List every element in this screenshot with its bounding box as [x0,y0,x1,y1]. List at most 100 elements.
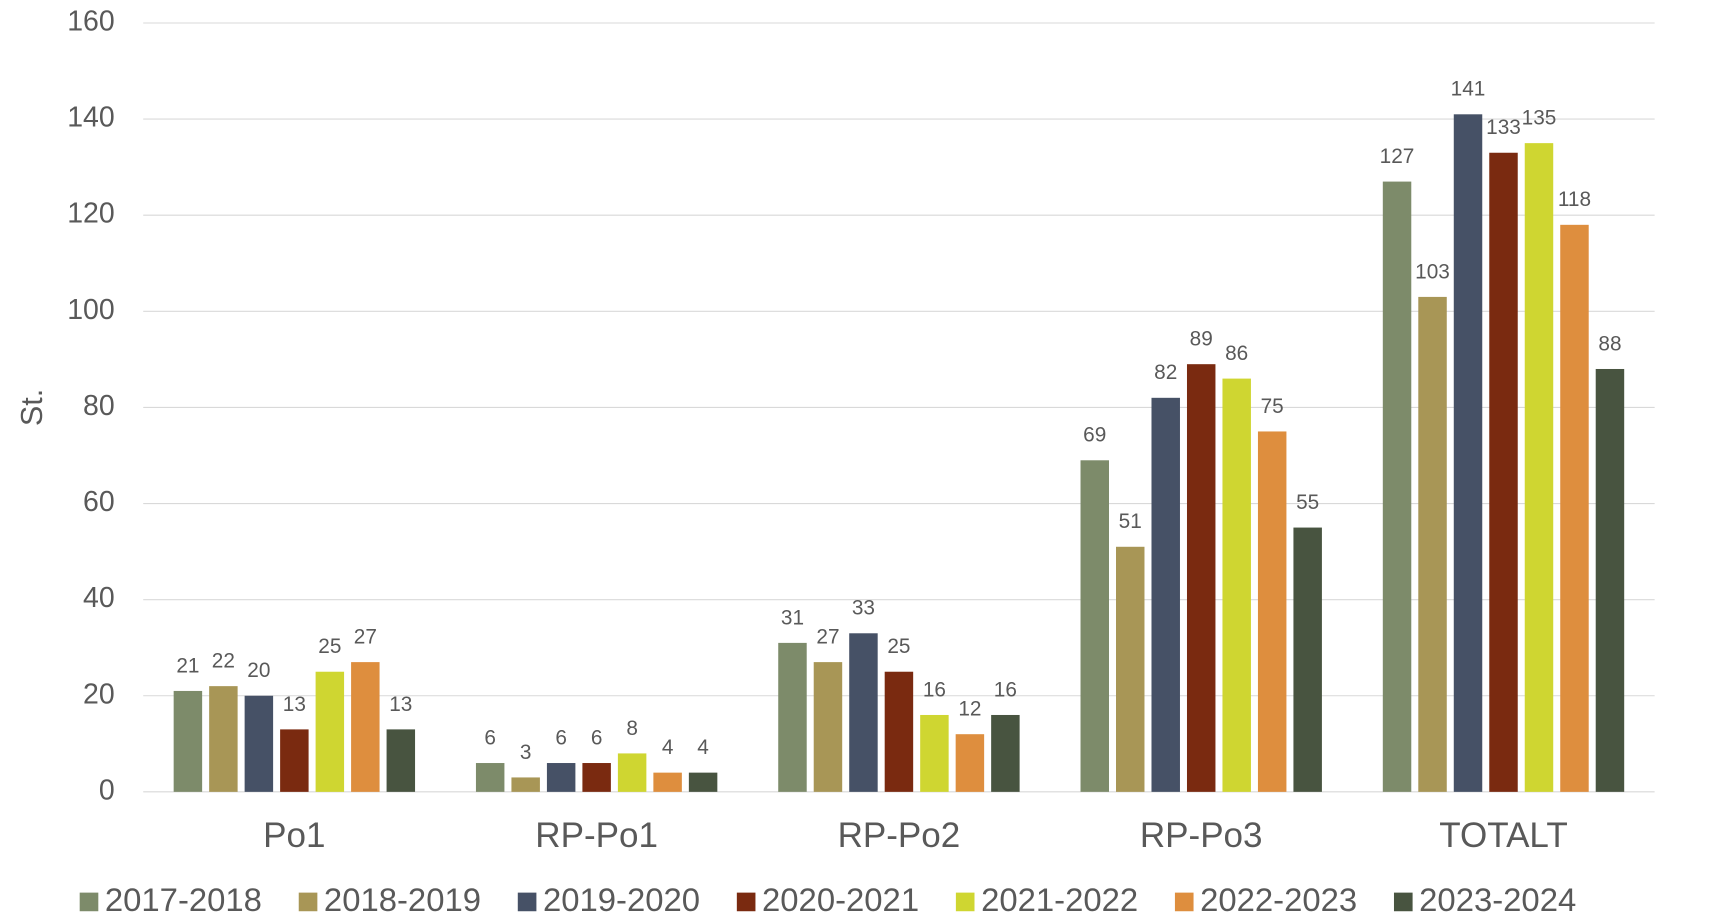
data-label: 133 [1486,116,1521,139]
bar [1382,181,1412,792]
bar [475,763,505,792]
legend-swatch [955,892,975,912]
bar [1222,378,1251,792]
data-label: 33 [852,597,875,620]
bar [1080,460,1109,792]
data-label: 82 [1154,361,1177,384]
bar [315,671,345,792]
bar [209,686,238,792]
data-label: 16 [923,678,946,701]
bar [617,753,647,792]
bar [920,714,949,792]
data-label: 27 [816,626,839,649]
bar [244,695,274,792]
bar [1418,296,1447,792]
data-label: 135 [1522,107,1557,130]
legend-label: 2022-2023 [1200,881,1357,918]
bar [1595,368,1625,792]
bar [546,763,576,792]
bar [386,729,416,792]
bar [1151,397,1180,792]
legend-swatch [736,892,756,912]
x-tick-label: Po1 [263,816,325,855]
y-tick-label: 120 [67,198,115,230]
data-label: 13 [283,693,306,716]
bar [778,642,807,792]
legend-label: 2023-2024 [1419,881,1576,918]
bar [280,729,309,792]
x-tick-label: RP-Po2 [838,816,961,855]
bar [1116,546,1145,792]
y-axis-label: St. [15,389,49,426]
data-label: 88 [1598,332,1621,355]
x-tick-label: RP-Po3 [1140,816,1263,855]
bar [688,772,718,792]
data-label: 69 [1083,424,1106,447]
x-tick-label: RP-Po1 [535,816,658,855]
data-label: 3 [520,741,532,764]
bar [1524,143,1554,792]
data-label: 55 [1296,491,1319,514]
bar [1560,224,1589,792]
data-label: 127 [1380,145,1415,168]
bar [1257,431,1287,792]
bar [653,772,682,792]
data-label: 141 [1451,78,1486,101]
data-label: 51 [1119,510,1142,533]
y-tick-label: 160 [67,6,115,38]
legend-swatch [79,892,99,912]
y-tick-label: 60 [83,486,115,518]
x-tick-label: TOTALT [1439,816,1567,855]
legend-label: 2018-2019 [324,881,481,918]
data-label: 89 [1190,328,1213,351]
bar [884,671,914,792]
legend-swatch [517,892,537,912]
y-tick-label: 20 [83,678,115,710]
data-label: 20 [247,659,270,682]
bar [173,690,203,792]
bar [1489,152,1518,792]
data-label: 13 [389,693,412,716]
bar [1293,527,1322,792]
data-label: 4 [662,736,674,759]
bar [1186,364,1216,792]
data-label: 25 [318,635,341,658]
bar [1453,114,1483,792]
bar [849,633,878,792]
legend-label: 2017-2018 [105,881,262,918]
data-label: 27 [354,626,377,649]
legend-swatch [1174,892,1194,912]
legend-label: 2021-2022 [981,881,1138,918]
bar [351,662,380,792]
data-label: 6 [591,726,603,749]
y-tick-label: 100 [67,294,115,326]
data-label: 86 [1225,342,1248,365]
legend-swatch [298,892,318,912]
data-label: 31 [781,606,804,629]
data-label: 16 [994,678,1017,701]
data-label: 21 [176,654,199,677]
data-label: 22 [212,650,235,673]
legend-swatch [1393,892,1413,912]
data-label: 118 [1558,188,1591,211]
data-label: 75 [1261,395,1284,418]
data-label: 6 [555,726,567,749]
bar [813,662,843,792]
y-tick-label: 0 [99,774,115,806]
y-tick-label: 40 [83,582,115,614]
data-label: 25 [887,635,910,658]
data-label: 6 [484,726,496,749]
data-label: 12 [958,698,981,721]
legend-label: 2019-2020 [543,881,700,918]
bar [582,763,611,792]
y-tick-label: 80 [83,390,115,422]
bar [955,734,985,792]
legend-label: 2020-2021 [762,881,919,918]
y-tick-label: 140 [67,102,115,134]
data-label: 103 [1415,260,1450,283]
data-label: 8 [626,717,638,740]
data-label: 4 [697,736,709,759]
bar [511,777,540,792]
bar [991,714,1020,792]
